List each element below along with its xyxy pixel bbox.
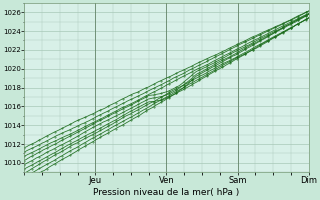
X-axis label: Pression niveau de la mer( hPa ): Pression niveau de la mer( hPa ): [93, 188, 240, 197]
